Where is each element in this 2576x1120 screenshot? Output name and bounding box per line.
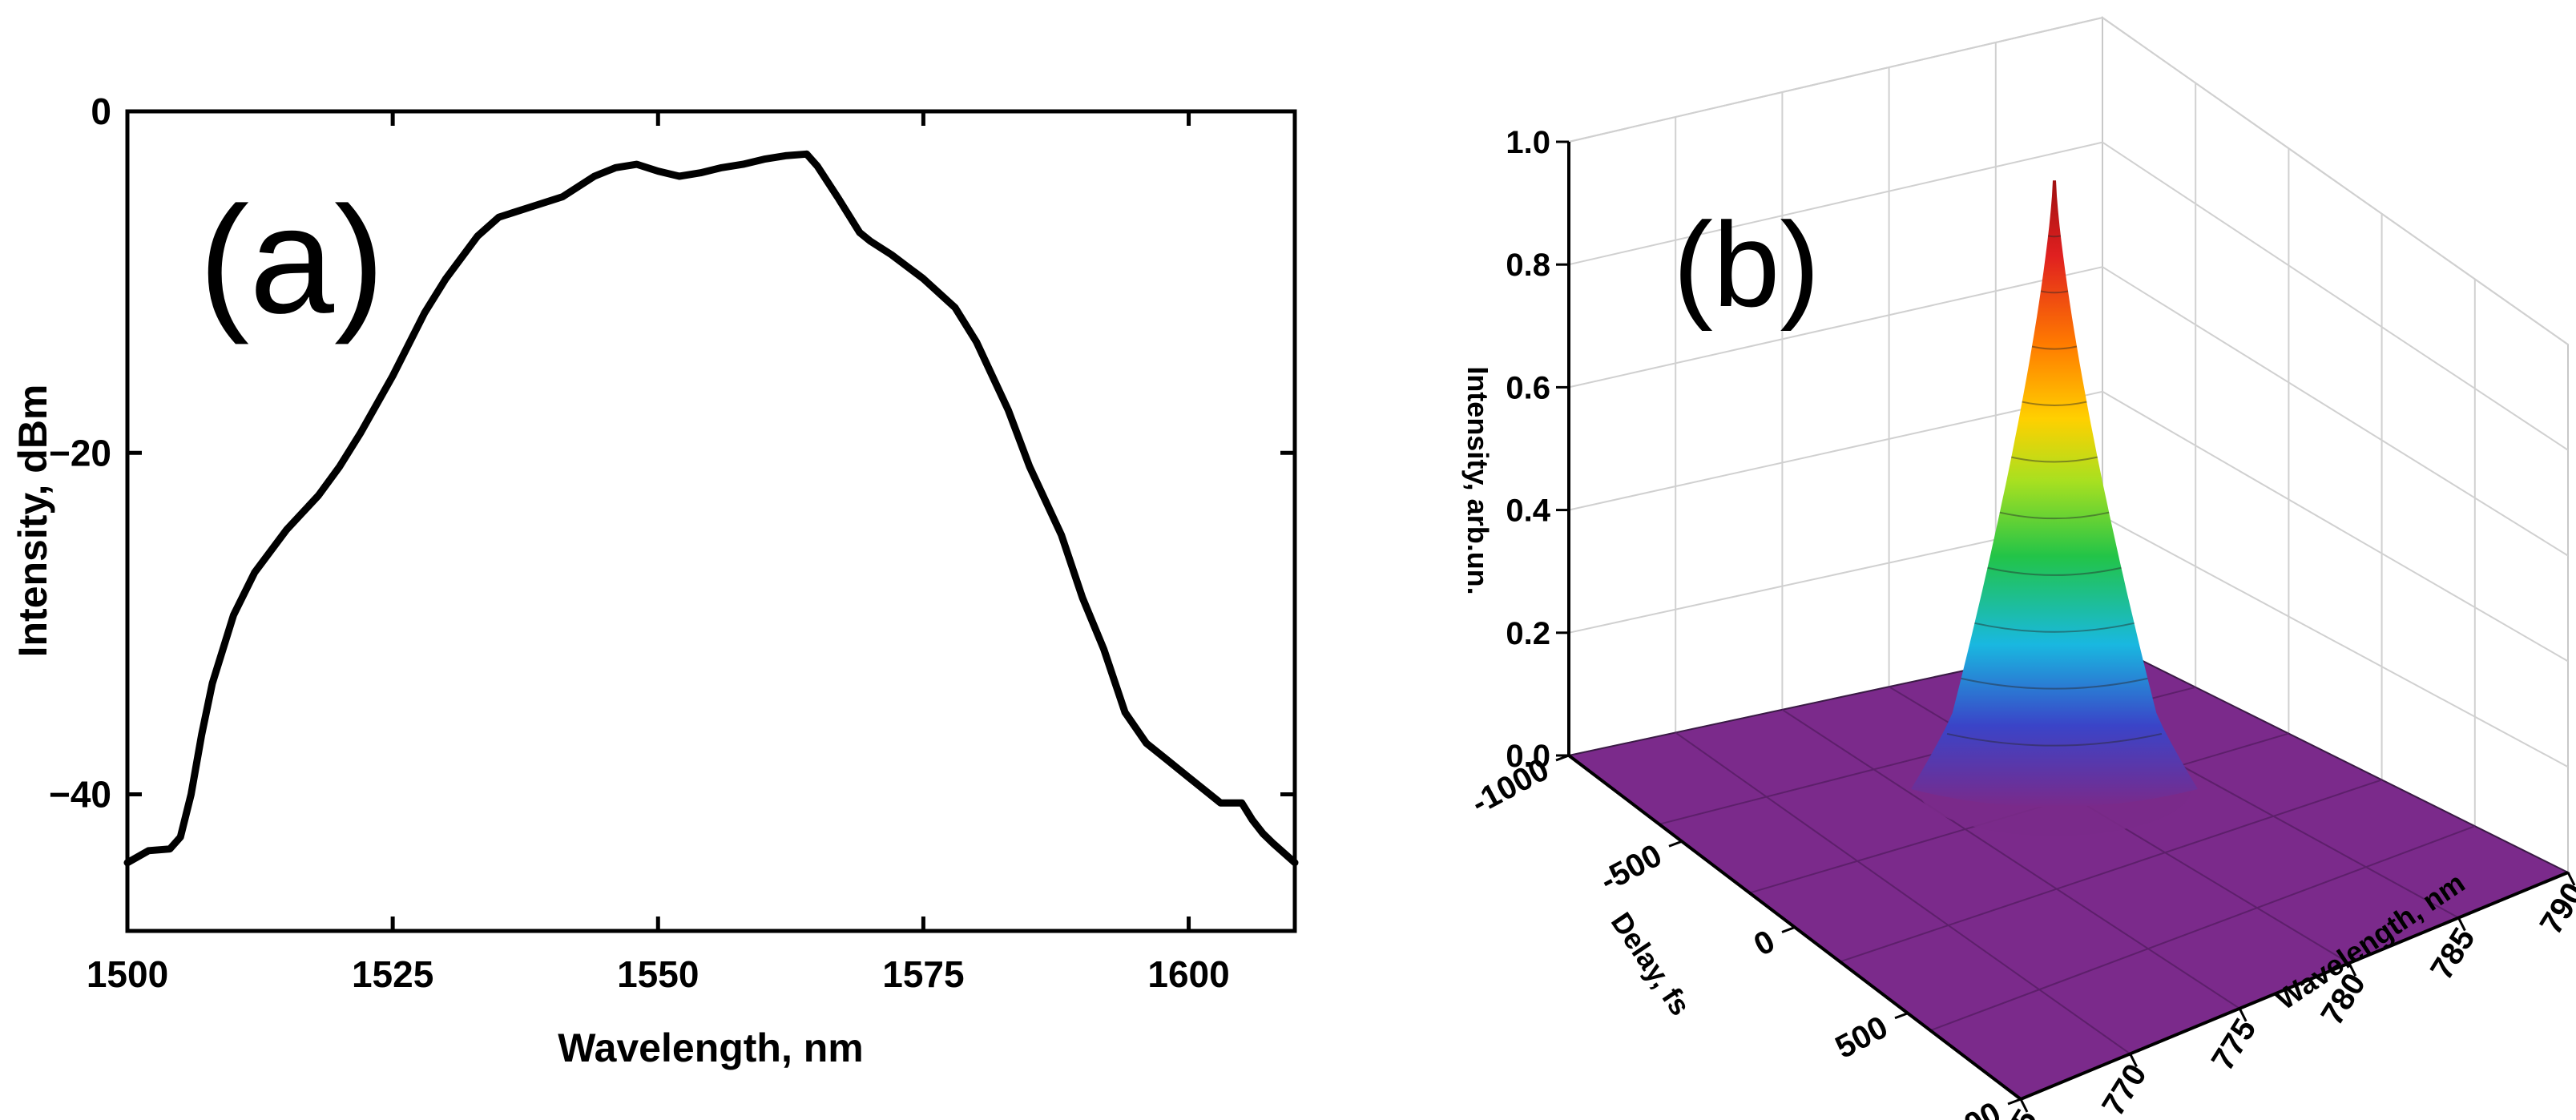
wall-gridline — [2102, 17, 2569, 345]
x-tick-label: 1525 — [352, 953, 433, 995]
plot-frame — [125, 109, 1297, 933]
x-tick-label: 1575 — [882, 953, 964, 995]
delay-tick-label: 1000 — [1927, 1095, 2006, 1120]
floor-gridline — [1840, 779, 2382, 963]
z-tick-label: 1.0 — [1506, 125, 1550, 160]
wavelength-tick-mark — [2348, 962, 2357, 977]
y-axis-line — [2020, 871, 2569, 1101]
delay-tick-label: 500 — [1830, 1009, 1894, 1066]
wavelength-tick-mark — [2457, 917, 2466, 932]
delay-tick-mark — [1668, 840, 1683, 848]
wall-gridline — [2102, 515, 2569, 768]
wall-gridlines — [1568, 17, 2569, 827]
wall-gridline — [1568, 266, 2103, 389]
contour-line — [2022, 401, 2087, 406]
wall-gridline — [2102, 266, 2569, 557]
x-tick-label: 1500 — [87, 953, 168, 995]
surface-peak — [1911, 180, 2198, 808]
z-ticks: 0.0 0.2 0.4 0.6 0.8 1.0 — [1506, 125, 1569, 774]
contour-line — [1974, 622, 2135, 633]
x-axis-label: Wavelength, nm — [558, 1025, 864, 1070]
wavelength-tick-mark — [2238, 1008, 2247, 1022]
delay-tick-mark — [1894, 1012, 1909, 1020]
panel-label: (b) — [1673, 197, 1820, 332]
wall-gridline — [1568, 141, 2103, 266]
z-tick-label: 0.8 — [1506, 248, 1550, 283]
x-tick-label: 1550 — [617, 953, 699, 995]
wavelength-tick-label: 790 — [2534, 876, 2576, 941]
z-tick-label: 0.2 — [1506, 616, 1550, 651]
wavelength-tick-label: 785 — [2424, 922, 2482, 986]
delay-tick-mark — [1781, 926, 1796, 933]
contour-line — [1987, 566, 2122, 576]
z-tick-label: 0.4 — [1506, 494, 1550, 529]
delay-tick-label: -500 — [1594, 837, 1667, 898]
x-axis-label: Delay, fs — [1605, 906, 1697, 1021]
x-tick-label: 1600 — [1147, 953, 1229, 995]
wavelength-tick-label: 775 — [2205, 1013, 2264, 1077]
floor-gridline — [1675, 731, 2131, 1055]
contour-line — [1961, 677, 2148, 690]
floor-gridline — [1929, 825, 2476, 1032]
z-tick-label: 0.0 — [1506, 739, 1550, 774]
contour-line — [1999, 511, 2110, 520]
z-tick-label: 0.6 — [1506, 370, 1550, 405]
peak-contours — [1946, 235, 2163, 747]
wavelength-tick-mark — [2019, 1098, 2029, 1113]
y-tick-label: 0 — [91, 91, 111, 132]
wavelength-tick-mark — [2129, 1053, 2138, 1068]
contour-line — [2011, 456, 2098, 463]
x-ticks: 1500 1525 1550 1575 1600 — [87, 111, 1230, 995]
panel-a-line-chart: 1500 1525 1550 1575 1600 0 −20 −40 (a) Wavelen… — [10, 91, 1299, 1070]
contour-line — [1946, 732, 2163, 747]
y-tick-label: −40 — [49, 774, 111, 816]
y-tick-label: −20 — [49, 432, 111, 473]
panel-b-3d-surface: 0.00.20.40.60.81.0 -1000-50005001000 765… — [1461, 16, 2576, 1120]
panel-label: (a) — [199, 175, 385, 345]
floor-gridline — [1781, 708, 2240, 1009]
y-ticks: 0 −20 −40 — [49, 91, 1295, 816]
wavelength-tick-mark — [2566, 872, 2576, 886]
delay-tick-mark — [2007, 1098, 2022, 1106]
wall-gridline — [1568, 17, 2103, 143]
wavelength-tick-label: 770 — [2095, 1058, 2154, 1120]
wall-gridline — [1568, 390, 2103, 511]
wall-gridline — [2102, 141, 2569, 451]
z-axis-label: Intensity, arb.un. — [1461, 366, 1494, 594]
contour-line — [2031, 345, 2078, 350]
y-axis-label: Intensity, dBm — [10, 385, 55, 658]
delay-tick-label: 0 — [1748, 924, 1780, 963]
wall-gridline — [2102, 390, 2569, 663]
contour-line — [2040, 290, 2069, 294]
delay-tick-mark — [1555, 754, 1570, 762]
spectrum-line — [123, 150, 1299, 867]
